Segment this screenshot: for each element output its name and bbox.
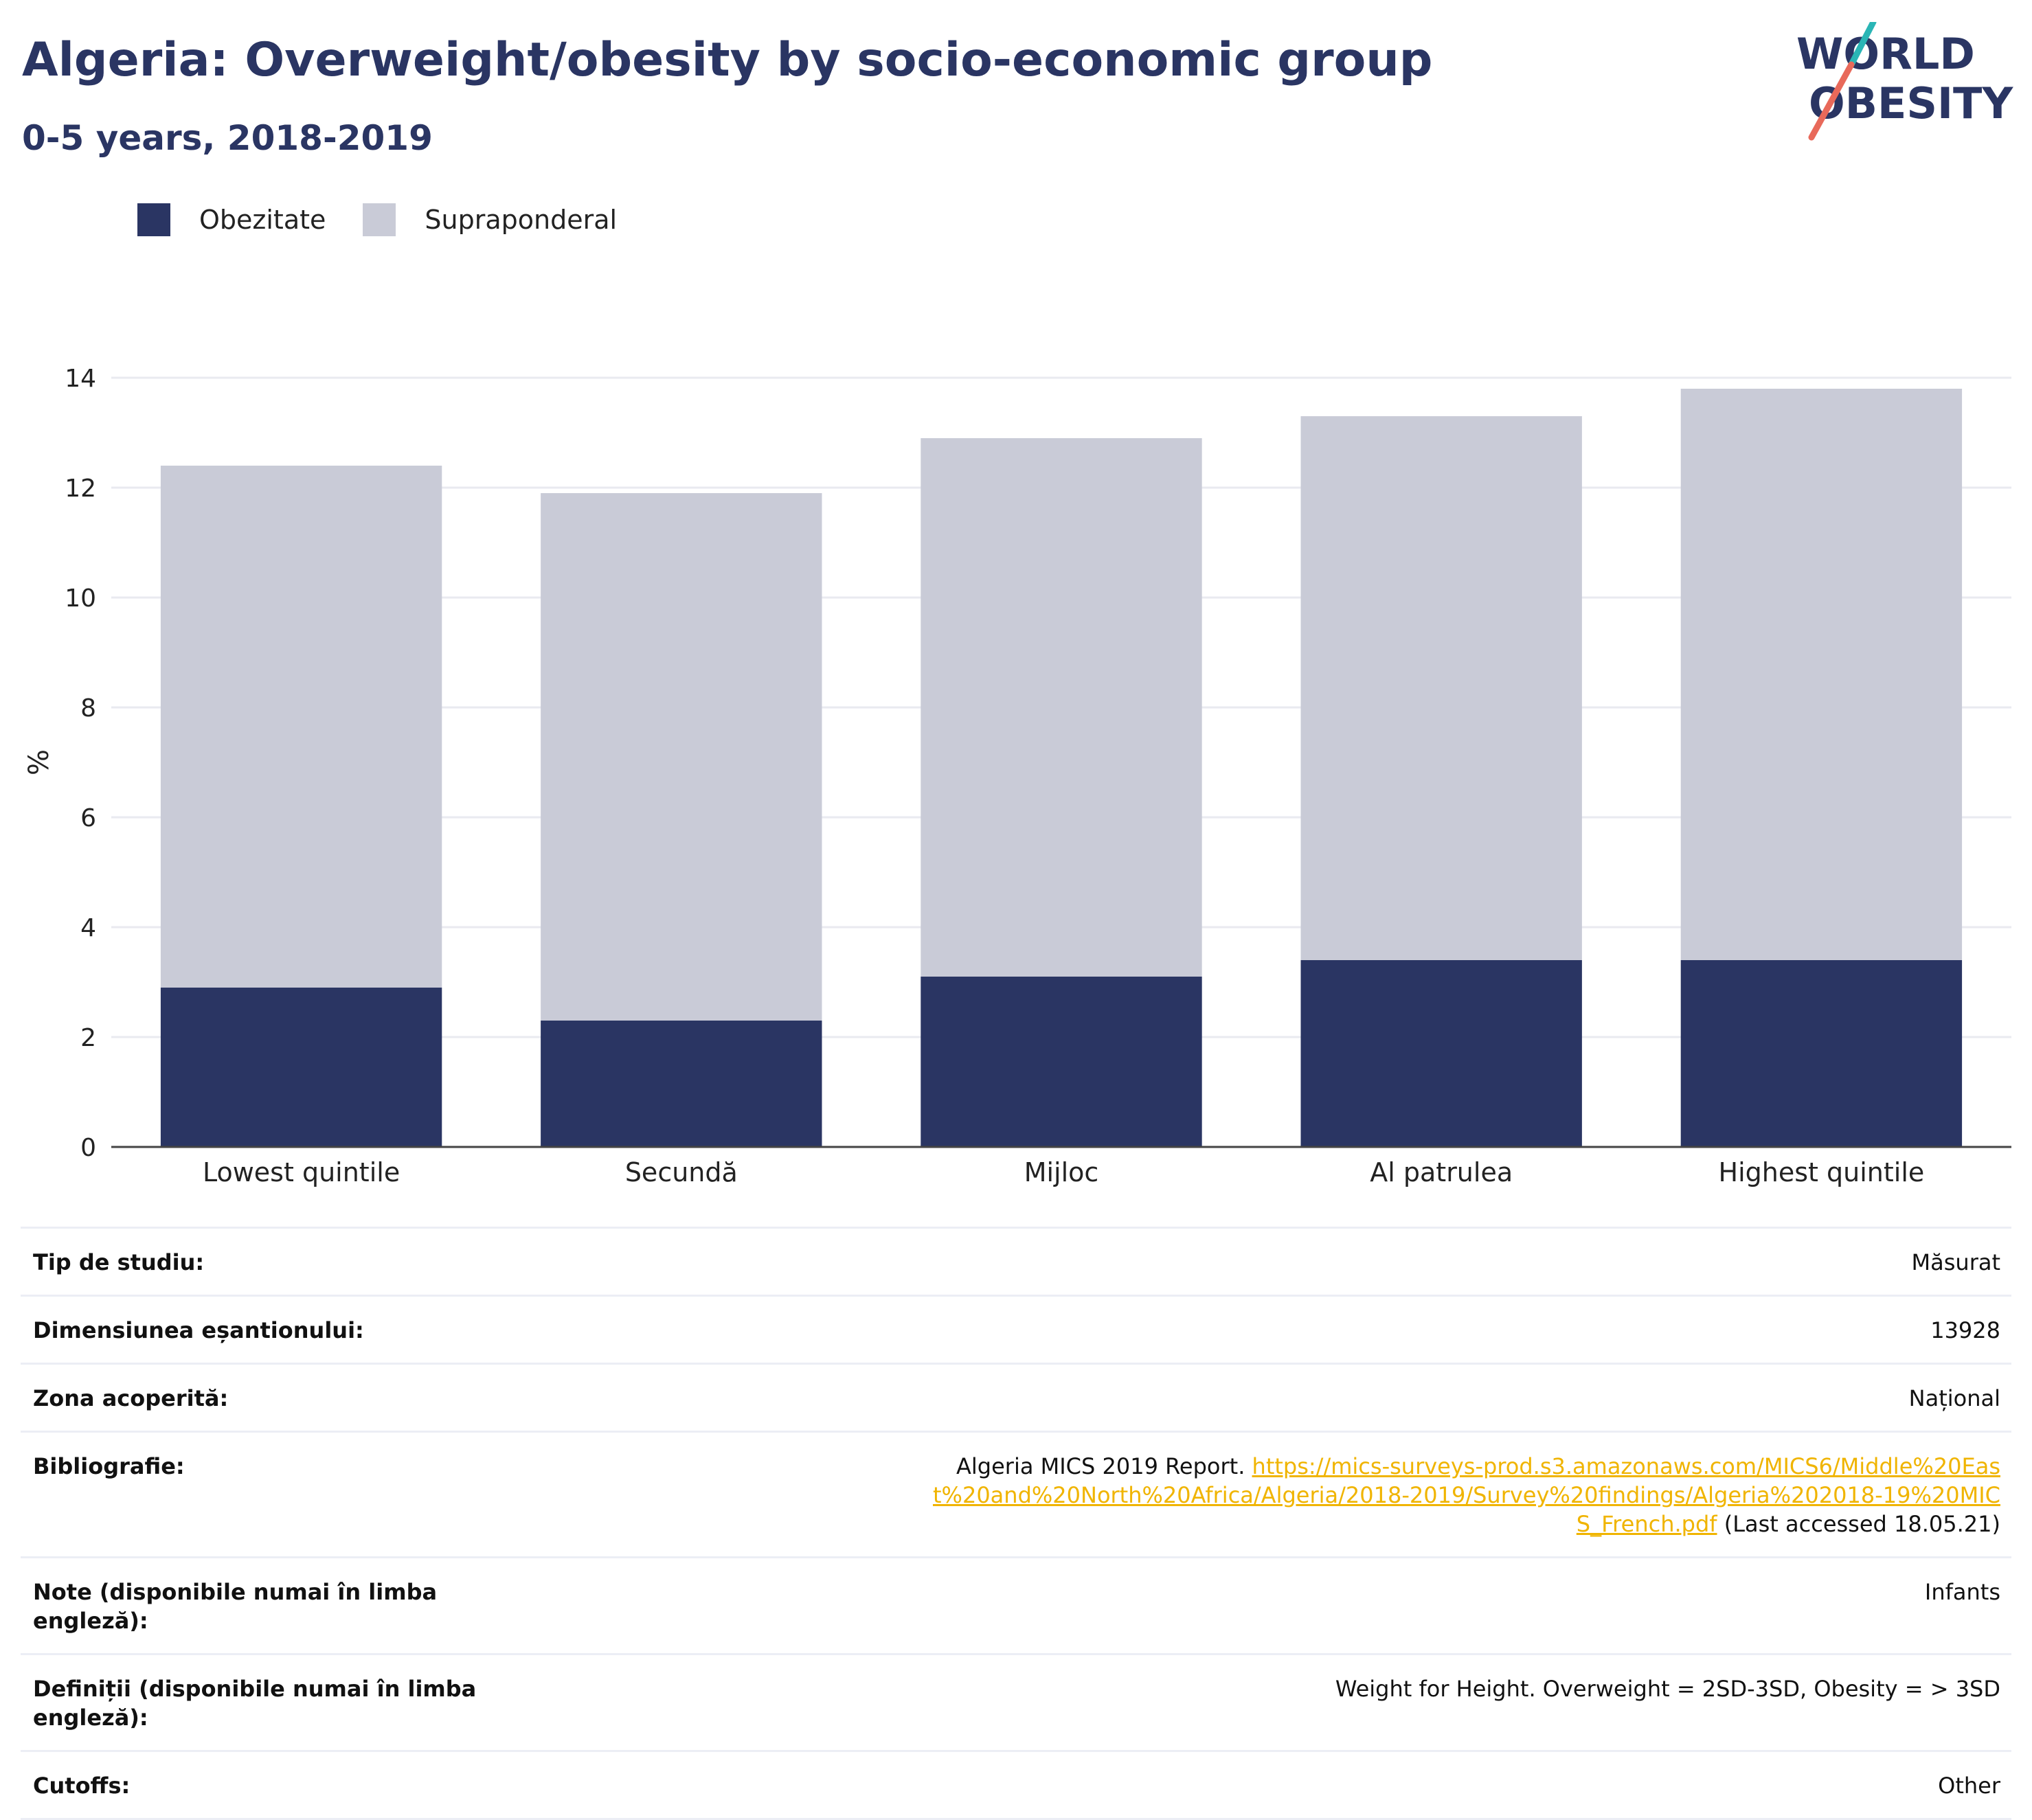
bibliography-text: Algeria MICS 2019 Report. [956,1453,1245,1479]
info-value: 13928 [1930,1317,2000,1343]
bar-segment-supraponderal [921,438,1202,977]
y-tick-label: 12 [65,475,96,503]
info-key: Dimensiunea eșantionului: [33,1317,364,1343]
logo-text-world: WORLD [1796,29,1975,79]
x-tick-label: Mijloc [1024,1157,1099,1187]
y-tick-label: 4 [80,914,96,942]
info-value: Măsurat [1911,1249,2000,1275]
bar-segment-supraponderal [1300,416,1582,960]
bar-segment-obezitate [1680,960,1963,1147]
info-row: Bibliografie: Algeria MICS 2019 Report. … [21,1431,2011,1556]
chart-legend: Obezitate Supraponderal [137,203,654,236]
x-tick-label: Lowest quintile [203,1157,400,1187]
info-key: Cutoffs: [33,1773,131,1799]
bar-segment-obezitate [541,1021,822,1147]
stacked-bar-chart: 0 2 4 6 8 10 12 14% Lowest quintile Secundă Mijloc… [23,365,2011,1187]
legend-swatch-supraponderal [363,203,396,236]
y-tick-label: 8 [80,694,96,723]
logo-slash-teal [1848,22,1877,68]
x-tick-label: Highest quintile [1719,1157,1925,1187]
legend-item-obezitate[interactable]: Obezitate [137,203,326,236]
info-row: Zona acoperită: Național [21,1363,2011,1431]
y-tick-label: 10 [65,584,96,613]
legend-swatch-obezitate [137,203,170,236]
info-row: Note (disponibile numai în limba engleză… [21,1556,2011,1653]
legend-label-supraponderal: Supraponderal [425,205,618,235]
y-axis-label: % [23,749,55,775]
info-row: Definiții (disponibile numai în limba en… [21,1653,2011,1750]
bar-segment-obezitate [1300,960,1582,1147]
legend-item-supraponderal[interactable]: Supraponderal [363,203,617,236]
bar-segment-obezitate [921,977,1202,1147]
bibliography-link[interactable]: https://mics-surveys-prod.s3.amazonaws.c… [933,1453,2000,1537]
info-value-bibliography: Algeria MICS 2019 Report. https://mics-s… [929,1452,2000,1538]
bar-segment-obezitate [160,988,442,1147]
page-title: Algeria: Overweight/obesity by socio-eco… [22,33,1433,87]
info-value: Other [1938,1773,2000,1799]
bar-segment-supraponderal [541,493,822,1021]
bibliography-accessed: (Last accessed 18.05.21) [1724,1511,2000,1537]
y-tick-label: 6 [80,804,96,832]
bar-segment-supraponderal [1680,389,1963,960]
y-tick-label: 14 [65,365,96,393]
y-tick-label: 0 [80,1134,96,1162]
logo-text-obesity: OBESITY [1809,78,2013,128]
logo-slash-coral [1808,61,1855,141]
world-obesity-logo: WORLD OBESITY [1796,22,2013,141]
x-tick-label: Secundă [625,1157,738,1187]
x-tick-label: Al patrulea [1370,1157,1513,1187]
info-value: Infants [1924,1579,2000,1605]
info-key: Tip de studiu: [33,1249,205,1275]
page-subtitle: 0-5 years, 2018-2019 [22,118,433,158]
info-table: Tip de studiu: Măsurat Dimensiunea eșant… [21,1227,2011,1820]
info-key: Definiții (disponibile numai în limba en… [33,1676,477,1731]
info-row: Tip de studiu: Măsurat [21,1227,2011,1295]
info-row: Dimensiunea eșantionului: 13928 [21,1295,2011,1363]
info-key: Zona acoperită: [33,1385,229,1411]
info-row: Cutoffs: Other [21,1750,2011,1820]
y-tick-label: 2 [80,1024,96,1052]
info-key: Bibliografie: [33,1453,185,1479]
info-value: Weight for Height. Overweight = 2SD-3SD,… [1335,1676,2000,1702]
legend-label-obezitate: Obezitate [199,205,326,235]
info-value: Național [1908,1385,2000,1411]
bar-segment-supraponderal [160,466,442,988]
info-key: Note (disponibile numai în limba engleză… [33,1579,438,1634]
